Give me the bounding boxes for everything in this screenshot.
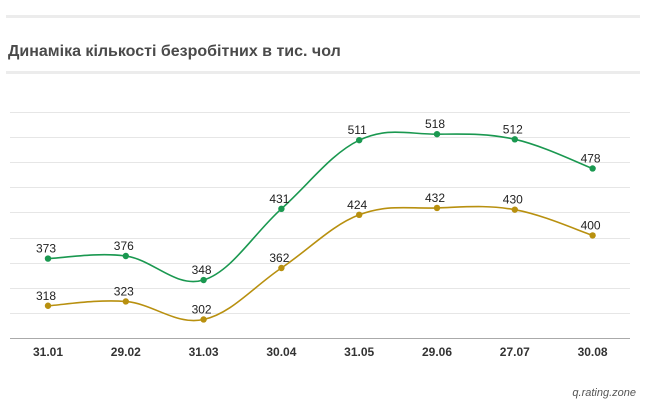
data-label: 511 xyxy=(348,123,367,137)
data-label: 362 xyxy=(269,251,289,265)
series-line-2 xyxy=(47,205,593,322)
x-tick-label: 31.01 xyxy=(33,345,63,359)
data-label: 512 xyxy=(503,122,523,136)
data-point xyxy=(200,276,207,284)
data-points xyxy=(44,130,596,323)
data-label: 376 xyxy=(114,239,134,253)
x-axis: 31.01 29.02 31.03 30.04 31.05 29.06 27.07 30.08 xyxy=(10,338,630,359)
x-tick-label: 29.06 xyxy=(422,345,452,359)
data-label: 518 xyxy=(425,117,445,131)
data-point xyxy=(44,302,52,309)
x-tick-label: 31.05 xyxy=(344,345,374,359)
data-point xyxy=(433,130,441,138)
x-tick-label: 31.03 xyxy=(189,345,219,359)
data-label: 424 xyxy=(347,198,367,212)
data-point xyxy=(433,204,441,212)
data-label: 431 xyxy=(269,192,289,206)
data-point xyxy=(44,255,52,262)
data-point xyxy=(278,205,285,213)
data-point xyxy=(589,165,596,172)
data-label: 323 xyxy=(114,284,134,298)
data-point xyxy=(122,252,129,260)
data-label: 400 xyxy=(581,218,601,232)
source-credit: q.rating.zone xyxy=(572,387,636,399)
data-point xyxy=(200,316,207,323)
data-point xyxy=(511,136,518,143)
x-tick-label: 27.07 xyxy=(500,345,530,359)
data-label: 430 xyxy=(503,193,523,207)
series-lines xyxy=(47,131,593,322)
data-point xyxy=(589,232,596,239)
data-label: 318 xyxy=(36,289,56,303)
x-tick-label: 30.08 xyxy=(578,345,608,359)
x-tick-label: 30.04 xyxy=(266,345,296,359)
chart-title: Динаміка кількості безробітних в тис. чо… xyxy=(8,43,341,60)
data-label: 478 xyxy=(581,151,601,165)
top-divider xyxy=(6,15,640,18)
x-tick-label: 29.02 xyxy=(111,345,141,359)
data-point xyxy=(511,206,518,213)
title-divider xyxy=(6,71,640,74)
data-point xyxy=(122,298,129,305)
data-label: 348 xyxy=(192,263,212,277)
data-label: 373 xyxy=(36,242,56,256)
data-labels: 373 376 348 431 511 518 512 478 318 323 302 362 424 4… xyxy=(36,117,601,316)
gridlines xyxy=(10,112,630,314)
data-point xyxy=(356,136,363,144)
data-point xyxy=(278,264,285,272)
series-line-1 xyxy=(47,131,593,283)
data-label: 432 xyxy=(425,191,445,205)
data-label: 302 xyxy=(192,302,212,316)
data-point xyxy=(356,211,363,219)
